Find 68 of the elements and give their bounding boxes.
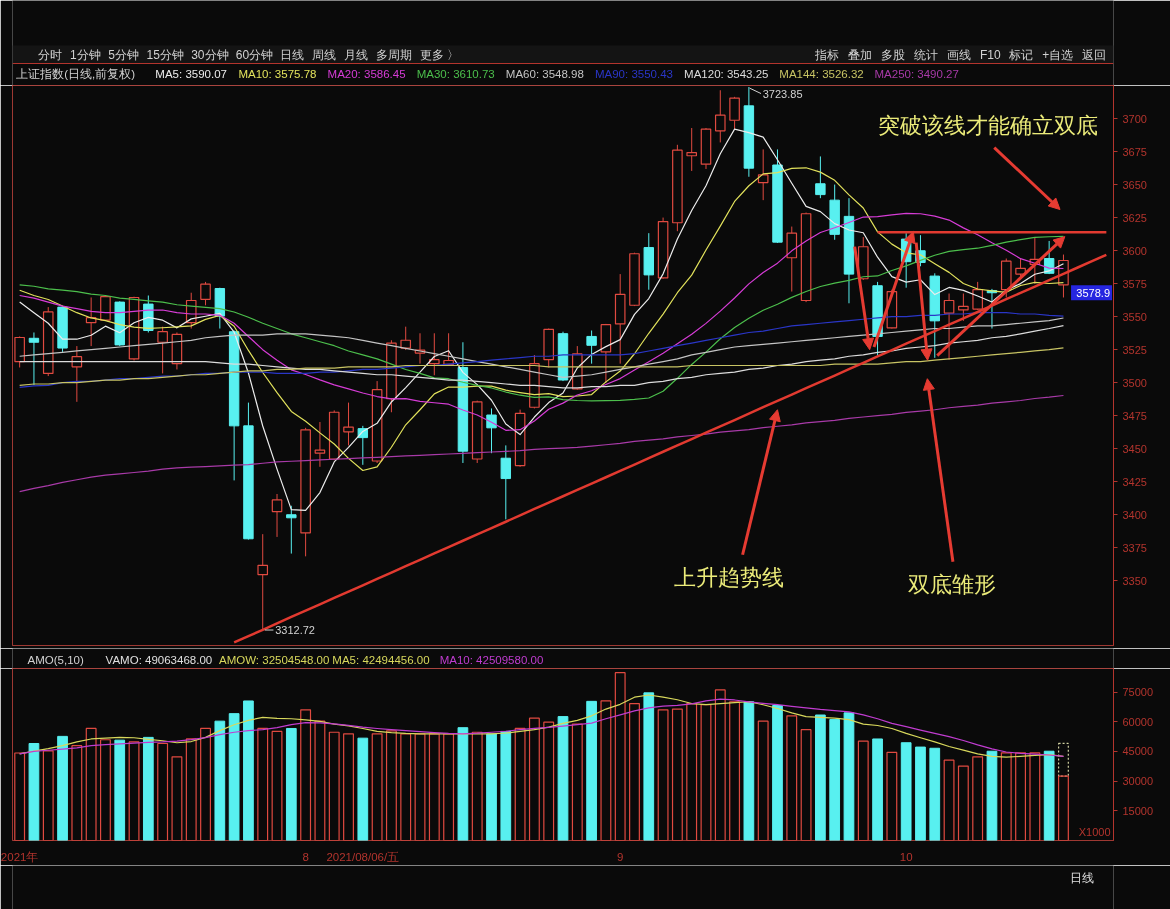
text: 指标 [814, 47, 840, 62]
y-tick-label: 3700 [1122, 112, 1147, 125]
text: 日线 [1070, 870, 1095, 885]
y-tick-label: 75000 [1122, 686, 1154, 699]
y-tick-label: 3575 [1122, 277, 1147, 290]
text: MA144: 3526.32 [779, 67, 864, 80]
y-axis-title: X1000 [1078, 825, 1111, 838]
text: 分时 [37, 47, 62, 62]
x-tick-label: 9 [617, 850, 624, 863]
text: 统计 [914, 47, 939, 62]
y-tick-label: 15000 [1122, 804, 1154, 817]
x-tick-label: 10 [899, 850, 913, 863]
y-tick-label: 45000 [1122, 745, 1154, 758]
annotation: 3578.9 [1076, 286, 1111, 299]
y-tick-label: 3550 [1122, 310, 1147, 323]
text: 标记 [1008, 47, 1034, 62]
text: 叠加 [848, 47, 873, 62]
text: F10 [979, 47, 1001, 62]
text: +自选 [1042, 47, 1074, 62]
y-tick-label: 3475 [1122, 409, 1147, 422]
y-tick-label: 3350 [1122, 574, 1147, 587]
y-tick-label: 3675 [1122, 145, 1147, 158]
text: AMOW: 32504548.00 [219, 653, 330, 666]
text: 30分钟 [191, 47, 229, 62]
text: 更多 〉 [419, 47, 460, 62]
text: 周线 [312, 47, 337, 62]
y-tick-label: 60000 [1122, 715, 1154, 728]
text: 1分钟 [69, 47, 101, 62]
y-tick-label: 3500 [1122, 376, 1147, 389]
text: 多周期 [376, 47, 413, 62]
text: 日线 [280, 47, 305, 62]
y-tick-label: 3400 [1122, 508, 1147, 521]
text: 多股 [881, 47, 906, 62]
annotation: 3723.85 [762, 87, 803, 100]
y-tick-label: 3375 [1122, 541, 1147, 554]
text: MA250: 3490.27 [874, 67, 959, 80]
text: MA10: 3575.78 [238, 67, 317, 80]
y-tick-label: 30000 [1122, 775, 1154, 788]
x-tick-label: 2021/08/06/五 [326, 850, 400, 863]
text: 15分钟 [146, 47, 184, 62]
text: 返回 [1081, 47, 1106, 62]
text: MA20: 3586.45 [327, 67, 406, 80]
text: MA5: 42494456.00 [332, 653, 430, 666]
text: 5分钟 [108, 47, 139, 62]
x-tick-label: 8 [302, 850, 309, 863]
y-tick-label: 3650 [1122, 178, 1147, 191]
y-tick-label: 3600 [1122, 244, 1147, 257]
text: MA120: 3543.25 [684, 67, 769, 80]
y-tick-label: 3425 [1122, 475, 1147, 488]
chart-title: 上证指数(日线,前复权) [16, 67, 136, 80]
text: MA30: 3610.73 [416, 67, 495, 80]
y-tick-label: 3450 [1122, 442, 1147, 455]
chart-title: AMO(5,10) [27, 653, 84, 666]
y-tick-label: 3525 [1122, 343, 1147, 356]
text: VAMO: 49063468.00 [105, 653, 213, 666]
text: MA10: 42509580.00 [439, 653, 544, 666]
annotation: 上升趋势线 [673, 565, 784, 591]
text: MA5: 3590.07 [155, 67, 227, 80]
text: 月线 [344, 47, 369, 62]
annotation: 3312.72 [275, 624, 315, 637]
annotation: 双底雏形 [907, 572, 996, 598]
text: MA60: 3548.98 [505, 67, 584, 80]
y-tick-label: 3625 [1122, 211, 1147, 224]
text: 画线 [947, 47, 972, 62]
text: 60分钟 [235, 47, 274, 62]
x-tick-label: 2021年 [0, 850, 39, 863]
text: MA90: 3550.43 [594, 67, 673, 80]
annotation: 突破该线才能确立双底 [878, 113, 1099, 139]
